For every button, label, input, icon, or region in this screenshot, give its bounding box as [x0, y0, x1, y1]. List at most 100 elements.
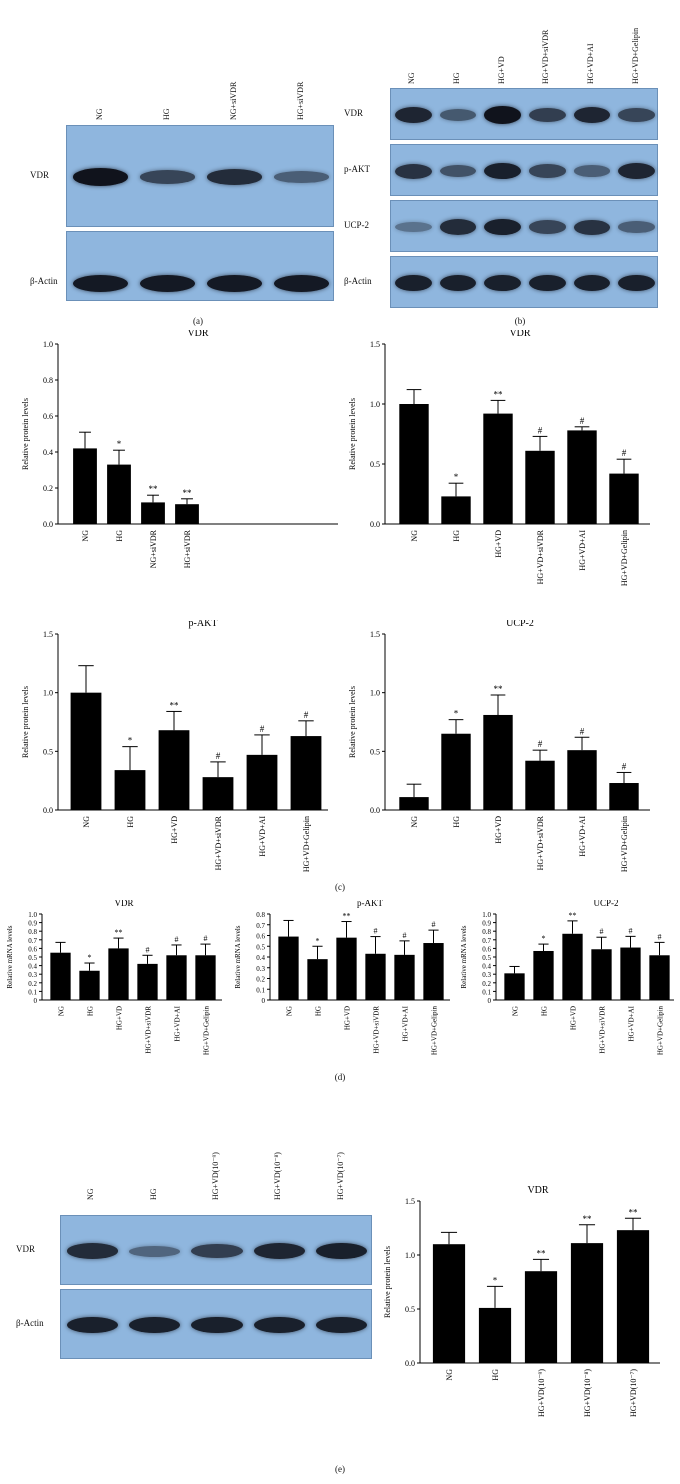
chart-c-pakt: p-AKT Relative protein levels 0.0 0.5 1.0 1.5… [21, 620, 328, 872]
x-tick-label: HG [315, 1006, 323, 1016]
blot-band [618, 274, 655, 292]
y-tick-label: 0.5 [28, 954, 37, 962]
x-tick-label: HG+VD [494, 816, 503, 844]
y-tick-label: 0.6 [28, 945, 37, 953]
bar [525, 450, 555, 524]
chart-c-ucp2: UCP-2 Relative protein levels 0.0 0.5 1.0 1.5… [348, 620, 650, 872]
y-tick-label: 0.5 [256, 943, 265, 951]
bar [73, 448, 97, 524]
bar [166, 955, 187, 1000]
chart-a-vdr: VDR Relative protein levels 0.0 0.2 0.4 0.6 0.… [21, 330, 338, 568]
chart-title: VDR [527, 1185, 548, 1196]
blot-band [129, 1316, 181, 1334]
significance-mark: # [629, 926, 633, 935]
panel-label-d: (d) [334, 1072, 346, 1082]
lane-label: HG+VD+siVDR [541, 29, 551, 84]
x-tick-label: HG+VD(10⁻⁷) [629, 1369, 638, 1417]
lane-label: NG [407, 72, 417, 84]
significance-mark: # [622, 761, 627, 771]
blot-band [395, 274, 432, 292]
bar [195, 955, 216, 1000]
y-tick-label: 0.1 [482, 988, 491, 996]
blot-row-label: β-Actin [344, 276, 372, 286]
significance-mark: # [374, 927, 378, 936]
x-tick-label: HG+VD(10⁻⁹) [537, 1369, 546, 1417]
bar [591, 949, 612, 1000]
bar [441, 733, 471, 810]
y-tick-label: 1.0 [28, 911, 37, 919]
significance-mark: # [216, 751, 221, 761]
chart-b-vdr: VDR Relative protein levels 0.0 0.5 1.0 1.5 NG… [348, 330, 650, 586]
x-tick-label: HG+VD+Gelipin [620, 816, 629, 872]
blot-band [439, 274, 477, 292]
blot-band [573, 274, 611, 292]
lane-label: HG+VD+AI [586, 43, 595, 84]
y-axis-label: Relative protein levels [21, 398, 30, 470]
bar [432, 1244, 466, 1363]
x-tick-label: HG+VD+Gelipin [203, 1006, 211, 1056]
bar [483, 413, 513, 524]
y-tick-label: 0.5 [43, 747, 53, 756]
lane-label: HG [161, 108, 171, 120]
blot-band [207, 274, 262, 292]
blot-band [529, 164, 566, 178]
panel-label-e: (e) [335, 1464, 345, 1474]
y-tick-label: 0.2 [256, 976, 265, 984]
y-axis-label: Relative mRNA levels [234, 925, 242, 988]
significance-mark: ** [569, 911, 577, 920]
significance-mark: # [538, 739, 543, 749]
x-tick-label: HG+VD+Gelipin [431, 1006, 439, 1056]
blot-band [316, 1242, 368, 1260]
blot-band [140, 170, 195, 184]
chart-e-vdr: VDR Relative protein levels 0.0 0.5 1.0 1.5 NG… [383, 1185, 660, 1417]
lane-label: HG+siVDR [295, 81, 305, 120]
blot-band [618, 108, 655, 122]
x-tick-label: HG+VD+AI [578, 816, 587, 857]
x-tick-label: HG+VD [570, 1006, 578, 1030]
lane-label: HG+VD(10⁻⁸) [273, 1152, 283, 1200]
chart-title: p-AKT [189, 620, 218, 629]
y-tick-label: 0.2 [28, 980, 37, 988]
x-tick-label: HG+VD+Gelipin [302, 816, 311, 872]
x-tick-label: HG+VD [170, 816, 179, 844]
y-tick-label: 1.5 [370, 340, 380, 349]
bar [570, 1243, 604, 1363]
blot-row-label: β-Actin [16, 1318, 44, 1328]
y-tick-label: 0.5 [370, 460, 380, 469]
significance-mark: * [117, 439, 122, 449]
blot-band [73, 274, 128, 292]
lane-label: HG+VD+Gelipin [630, 27, 640, 84]
x-tick-label: NG [410, 816, 419, 828]
blot-band [529, 108, 566, 122]
significance-mark: # [204, 934, 208, 943]
bar [567, 750, 597, 810]
blot-band [573, 165, 611, 177]
lane-label: HG [452, 72, 461, 84]
x-tick-label: HG [491, 1369, 500, 1381]
y-axis-label: Relative protein levels [21, 686, 30, 758]
y-tick-label: 1.0 [43, 340, 53, 349]
bar [50, 952, 71, 1000]
blot-band [66, 1316, 118, 1334]
y-tick-label: 1.5 [405, 1197, 415, 1206]
blot-band [484, 106, 521, 124]
x-tick-label: NG [445, 1369, 454, 1381]
y-tick-label: 0.5 [405, 1305, 415, 1314]
y-tick-label: 0.4 [482, 963, 491, 971]
y-tick-label: 0.8 [28, 928, 37, 936]
x-tick-label: HG+VD+AI [578, 530, 587, 571]
blot-band [484, 218, 521, 236]
bar [423, 943, 444, 1000]
blot-e: NG HG HG+VD(10⁻⁹) HG+VD(10⁻⁸) HG+VD(10⁻⁷) VDR… [0, 1090, 380, 1380]
panel-label-c: (c) [335, 882, 345, 892]
bar [399, 404, 429, 524]
blot-strip [60, 1215, 372, 1285]
y-tick-label: 0 [488, 997, 492, 1005]
y-tick-label: 0.1 [256, 986, 265, 994]
significance-mark: * [454, 709, 459, 719]
blot-band [618, 221, 655, 233]
y-tick-label: 0.8 [256, 911, 265, 919]
significance-mark: ** [343, 912, 351, 921]
blot-band [73, 168, 128, 186]
y-tick-label: 1.5 [370, 630, 380, 639]
